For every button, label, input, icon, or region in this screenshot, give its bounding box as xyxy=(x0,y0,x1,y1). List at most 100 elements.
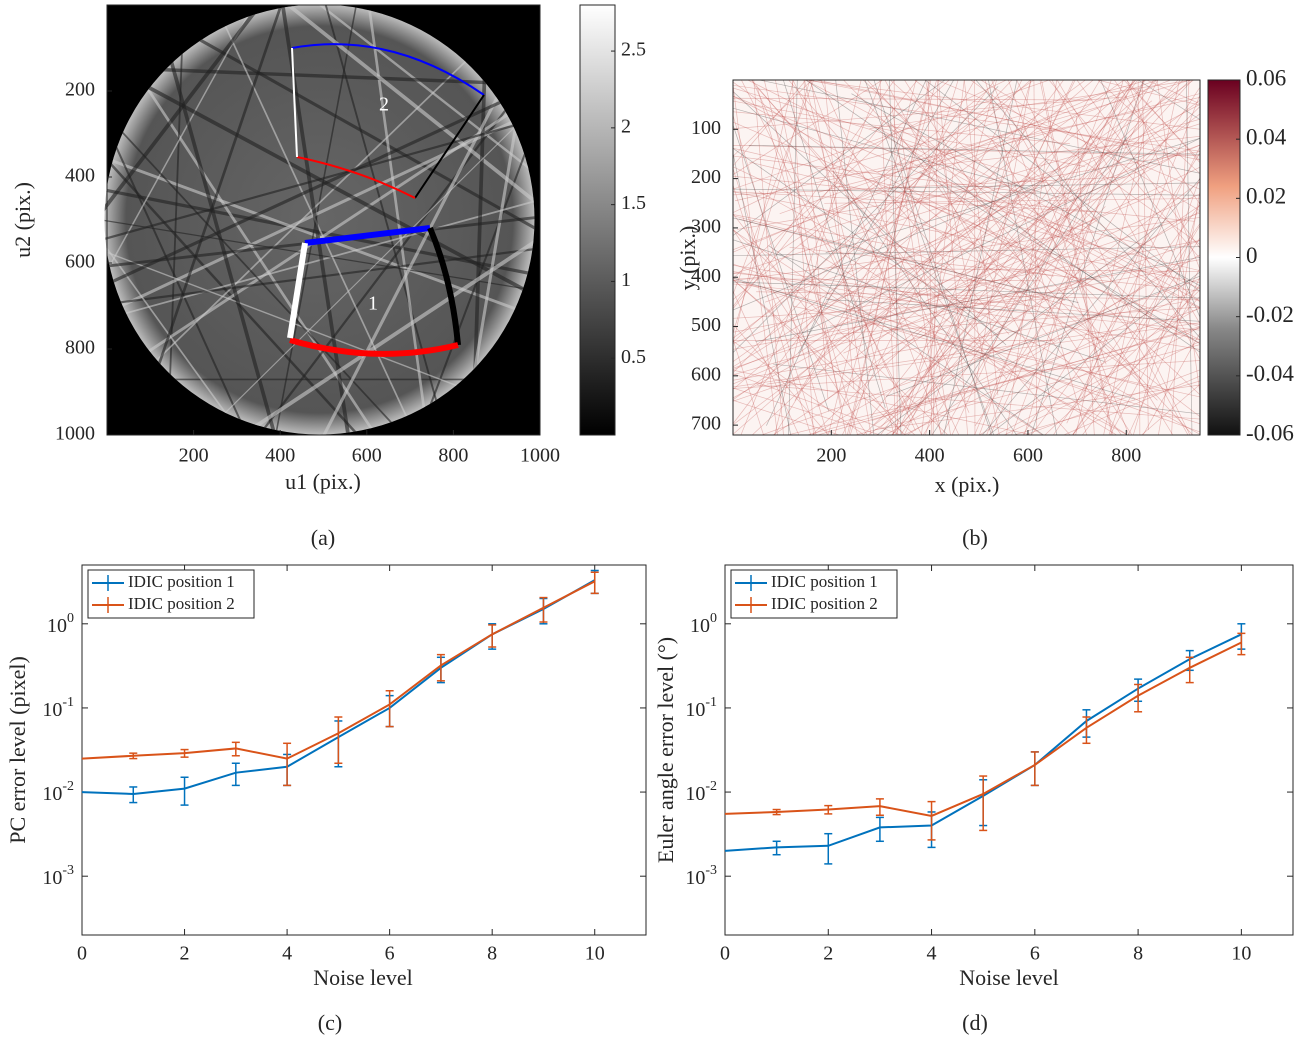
residual-line xyxy=(843,80,1158,401)
residual-line xyxy=(733,80,1032,343)
residual-line xyxy=(733,246,1200,257)
residual-line xyxy=(889,80,1149,315)
residual-line xyxy=(805,80,1200,353)
residual-line xyxy=(884,80,1043,373)
residual-line xyxy=(801,80,1200,130)
residual-line xyxy=(737,151,1200,230)
residual-line xyxy=(733,214,1054,277)
residual-line xyxy=(733,123,830,412)
kikuchi-line xyxy=(104,4,535,404)
residual-line xyxy=(1096,80,1200,106)
residual-line xyxy=(733,80,996,425)
error-bar xyxy=(927,800,936,841)
residual-line xyxy=(975,80,1200,339)
residual-line xyxy=(789,246,1200,292)
residual-line xyxy=(733,175,1195,222)
residual-line xyxy=(824,198,1200,204)
residual-line xyxy=(1108,176,1200,435)
residual-line xyxy=(733,281,1200,299)
residual-line xyxy=(810,80,872,435)
error-bar xyxy=(1082,716,1091,745)
residual-line xyxy=(1024,369,1200,435)
residual-line xyxy=(733,191,1096,213)
residual-line xyxy=(733,191,1200,284)
residual-line xyxy=(875,384,1200,430)
residual-line xyxy=(1072,237,1200,435)
kikuchi-line xyxy=(104,4,535,435)
y-tick-label: 500 xyxy=(691,314,721,336)
residual-line xyxy=(851,93,1200,287)
residual-line xyxy=(733,290,800,435)
residual-line xyxy=(880,80,1179,428)
residual-line xyxy=(902,191,1200,341)
residual-line xyxy=(1171,80,1190,435)
residual-line xyxy=(733,263,1200,433)
residual-line xyxy=(1056,80,1200,325)
residual-line xyxy=(1071,295,1200,435)
residual-line xyxy=(733,111,1070,145)
kikuchi-line xyxy=(104,4,382,435)
residual-line xyxy=(753,80,784,435)
residual-line xyxy=(811,210,1200,435)
residual-line xyxy=(733,80,895,308)
x-tick-label: 600 xyxy=(352,445,382,467)
colorbar-tick-label: 2.5 xyxy=(621,39,646,61)
x-tick-label: 0 xyxy=(77,943,87,965)
pattern-disk xyxy=(104,4,535,435)
residual-line xyxy=(978,80,1112,435)
residual-line xyxy=(733,323,829,435)
residual-line xyxy=(733,80,1125,363)
residual-line xyxy=(986,80,1134,435)
error-bar xyxy=(1237,632,1246,656)
residual-line xyxy=(1126,80,1200,271)
residual-line xyxy=(751,80,916,431)
residual-background xyxy=(733,80,1200,435)
residual-line xyxy=(797,225,1129,435)
residual-line xyxy=(1100,80,1200,319)
residual-line xyxy=(880,80,1139,435)
error-bar xyxy=(129,752,138,760)
error-bar xyxy=(1185,656,1194,684)
residual-line xyxy=(849,80,959,435)
error-bar xyxy=(772,840,781,856)
residual-line xyxy=(935,80,1200,190)
residual-line xyxy=(830,267,1200,272)
region-1 xyxy=(287,225,461,357)
kikuchi-line xyxy=(104,4,535,417)
residual-line xyxy=(932,80,939,435)
residual-line xyxy=(733,212,1200,369)
residual-line xyxy=(733,80,1094,390)
kikuchi-line xyxy=(104,4,535,435)
residual-line xyxy=(834,80,937,435)
residual-line xyxy=(1022,152,1200,435)
residual-line xyxy=(733,152,1181,399)
x-tick-label: 400 xyxy=(915,445,945,467)
kikuchi-line xyxy=(104,4,484,435)
y-tick-label: 100 xyxy=(691,117,721,139)
residual-line xyxy=(806,80,1131,145)
residual-line xyxy=(829,259,1200,327)
residual-line xyxy=(733,89,1111,253)
residual-line xyxy=(960,80,1191,294)
y-tick-label: 10-2 xyxy=(685,779,717,804)
residual-line xyxy=(733,215,1066,301)
residual-line xyxy=(751,159,1049,435)
residual-line xyxy=(991,140,1174,435)
residual-line xyxy=(733,217,1079,303)
kikuchi-line xyxy=(104,4,535,381)
x-tick-label: 8 xyxy=(1133,943,1143,965)
residual-line xyxy=(733,121,1094,275)
residual-line xyxy=(733,188,1200,196)
error-bar xyxy=(129,786,138,804)
residual-line xyxy=(733,80,1008,214)
residual-line xyxy=(974,80,976,435)
residual-line xyxy=(733,100,1086,167)
residual-line xyxy=(846,80,1195,314)
kikuchi-line xyxy=(327,4,466,435)
residual-line xyxy=(1137,80,1200,121)
y-axis-label: u2 (pix.) xyxy=(10,182,35,258)
x-tick-label: 2 xyxy=(180,943,190,965)
residual-line xyxy=(786,349,1136,435)
residual-line xyxy=(733,86,999,354)
residual-line xyxy=(733,81,1142,380)
